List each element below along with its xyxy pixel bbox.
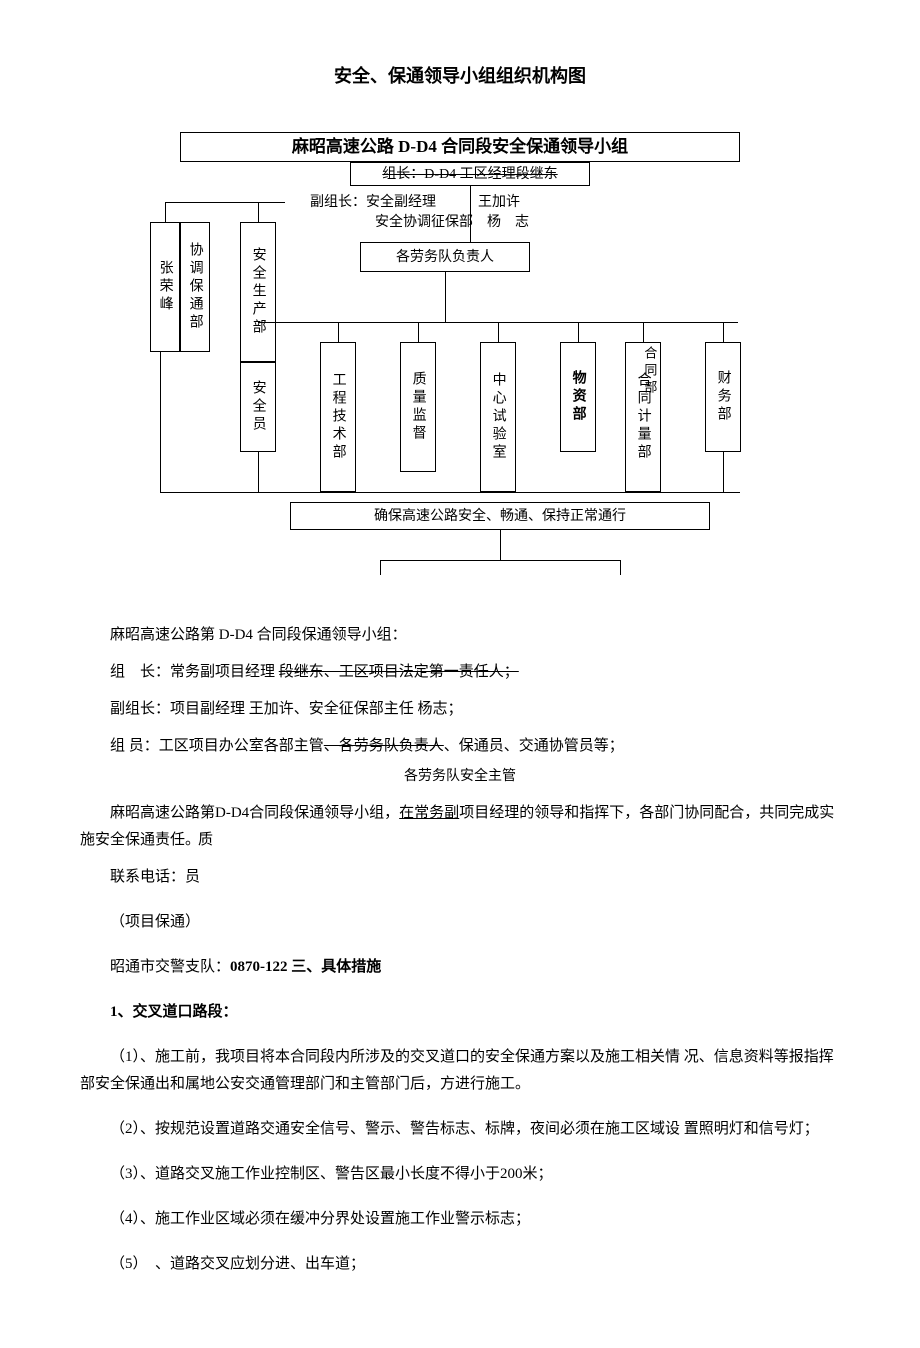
text: 质 <box>198 832 213 848</box>
conn-line <box>723 322 724 342</box>
para-project: （项目保通） <box>80 909 840 936</box>
measure-1: （1）、施工前，我项目将本合同段内所涉及的交叉道口的安全保通方案以及施工相关情 … <box>80 1044 840 1098</box>
text-struck: 、各劳务队负责人 <box>324 738 444 754</box>
text: 麻昭高速公路第 D-D4 合同段保通领导小组： <box>110 627 407 643</box>
conn-line <box>620 560 621 575</box>
page-title: 安全、保通领导小组组织机构图 <box>80 60 840 92</box>
dept-quality: 质量监督 <box>400 342 436 472</box>
conn-line <box>160 492 740 493</box>
conn-line <box>380 560 381 575</box>
measure-3: （3）、道路交叉施工作业控制区、警告区最小长度不得小于200米； <box>80 1161 840 1188</box>
conn-line <box>723 452 724 492</box>
para-vice: 副组长：项目副经理 王加许、安全征保部主任 杨志； <box>80 696 840 723</box>
para-group-title: 麻昭高速公路第 D-D4 合同段保通领导小组： <box>110 622 840 649</box>
para-members-sub: 各劳务队安全主管 <box>80 764 840 789</box>
text: 组 员：工区项目办公室各部主管 <box>110 738 324 754</box>
measure-4: （4）、施工作业区域必须在缓冲分界处设置施工作业警示标志； <box>80 1206 840 1233</box>
text-underline: 在常务副 <box>399 805 459 821</box>
conn-line <box>445 272 446 322</box>
conn-line <box>500 530 501 560</box>
para-members: 组 员：工区项目办公室各部主管、各劳务队负责人、保通员、交通协管员等； <box>80 733 840 760</box>
text: 组 长：常务副项目经理 <box>110 664 279 680</box>
text: 麻昭高速公路第D-D4合同段保通领导小组， <box>110 805 399 821</box>
conn-line <box>160 352 161 492</box>
vice-leader-2: 安全协调征保部 杨 志 <box>375 210 529 235</box>
conn-line <box>380 560 620 561</box>
text-struck: 段继东、工区项目法定第一责任人； <box>279 664 519 680</box>
leader-box: 组长：D-D4 工区经理段继东 <box>350 162 590 186</box>
dept-contract-overlay: 合同部 <box>638 346 661 397</box>
conn-line <box>498 322 499 342</box>
conn-line <box>165 202 285 203</box>
text: 昭通市交警支队： <box>110 959 230 975</box>
safety-member-box: 安全员 <box>240 362 276 452</box>
top-box: 麻昭高速公路 D-D4 合同段安全保通领导小组 <box>180 132 740 162</box>
para-phone: 联系电话：员 <box>80 864 840 891</box>
left-dept-box: 协调保通部 <box>180 222 210 352</box>
conn-line <box>643 322 644 342</box>
conn-line <box>165 202 166 222</box>
left-person-box: 张荣峰 <box>150 222 180 352</box>
para-police: 昭通市交警支队：0870-122 三、具体措施 <box>80 954 840 981</box>
safety-prod-box: 安全生产部 <box>240 222 276 362</box>
conn-line <box>258 202 259 222</box>
conn-line <box>470 186 471 242</box>
dept-finance: 财务部 <box>705 342 741 452</box>
conn-line <box>418 322 419 342</box>
labor-leader-box: 各劳务队负责人 <box>360 242 530 272</box>
slogan-box: 确保高速公路安全、畅通、保持正常通行 <box>290 502 710 530</box>
conn-line <box>578 322 579 342</box>
para-desc: 麻昭高速公路第D-D4合同段保通领导小组，在常务副项目经理的领导和指挥下，各部门… <box>80 800 840 854</box>
heading-1: 1、交叉道口路段： <box>80 999 840 1026</box>
dept-lab: 中心试验室 <box>480 342 516 492</box>
text: 、保通员、交通协管员等； <box>444 738 624 754</box>
org-chart: 麻昭高速公路 D-D4 合同段安全保通领导小组 组长：D-D4 工区经理段继东 … <box>80 132 840 612</box>
measure-2: （2）、按规范设置道路交通安全信号、警示、警告标志、标牌，夜间必须在施工区域设 … <box>80 1116 840 1143</box>
conn-line <box>258 452 259 492</box>
para-leader: 组 长：常务副项目经理 段继东、工区项目法定第一责任人； <box>80 659 840 686</box>
dept-material: 物资部 <box>560 342 596 452</box>
text-bold: 0870-122 三、具体措施 <box>230 959 381 975</box>
measure-5: （5） 、道路交叉应划分进、出车道； <box>80 1251 840 1278</box>
conn-line <box>338 322 339 342</box>
dept-engineering: 工程技术部 <box>320 342 356 492</box>
